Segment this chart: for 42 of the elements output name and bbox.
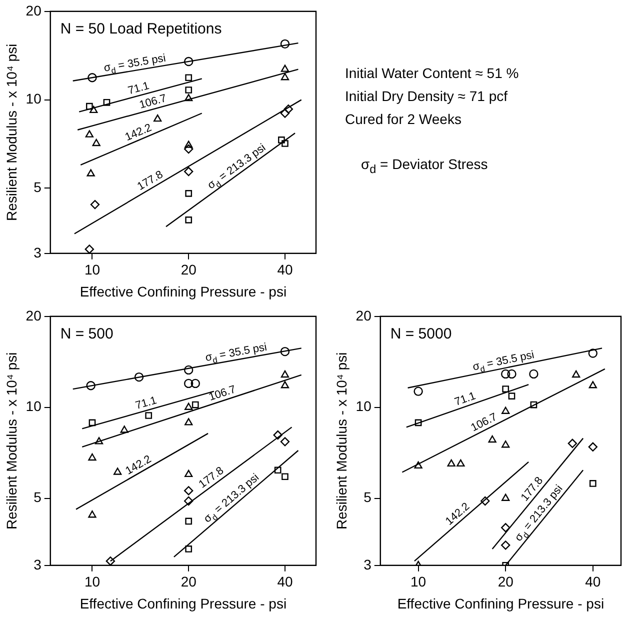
x-tick-label: 40 [585,574,601,590]
y-tick-label: 5 [34,179,42,196]
y-tick-label: 3 [34,244,42,260]
x-tick-label: 20 [180,262,197,278]
text: N = 50 Load Repetitions [60,20,222,38]
text: N = 500 [60,325,114,342]
y-tick-label: 20 [356,307,372,324]
text: 106.7 [469,411,500,434]
x-tick-label: 10 [410,574,426,590]
x-tick-label: 10 [84,262,100,278]
y-tick-label: 10 [26,398,42,414]
x-tick-label: 10 [84,574,100,590]
y-tick-label: 3 [34,556,42,572]
x-tick-label: 20 [180,574,197,590]
x-tick-label: 40 [277,574,293,590]
y-tick-label: 10 [26,90,42,107]
x-axis-title: Effective Confining Pressure - psi [80,595,287,612]
y-axis-title: Resilient Modulus - x 10⁴ psi [3,352,20,530]
y-tick-label: 5 [34,489,42,506]
y-tick-label: 5 [364,489,372,506]
text: 71.1 [134,394,158,412]
text: 71.1 [453,390,478,408]
x-tick-label: 40 [277,262,293,278]
text: Initial Water Content ≈ 51 % [345,64,520,83]
x-tick-label: 20 [498,574,514,590]
text: 106.7 [208,384,238,404]
text: Initial Dry Density ≈ 71 pcf [345,87,509,106]
text: σd = 35.5 psi [103,52,167,76]
text: σd = 35.5 psi [472,349,536,374]
text: σd = 35.5 psi [204,341,268,366]
y-tick-label: 10 [356,398,372,414]
text: 142.2 [123,122,154,144]
text: Cured for 2 Weeks [345,110,462,129]
y-axis-title: Resilient Modulus - x 10⁴ psi [333,352,350,530]
y-tick-label: 3 [364,556,372,572]
x-axis-title: Effective Confining Pressure - psi [397,595,604,612]
y-tick-label: 20 [26,2,42,18]
y-tick-label: 20 [26,307,42,324]
x-axis-title: Effective Confining Pressure - psi [80,283,287,300]
text: N = 5000 [390,325,452,342]
text: σ$_{d}$ = Deviator Stress [360,155,489,178]
y-axis-title: Resilient Modulus - x 10⁴ psi [3,44,20,221]
